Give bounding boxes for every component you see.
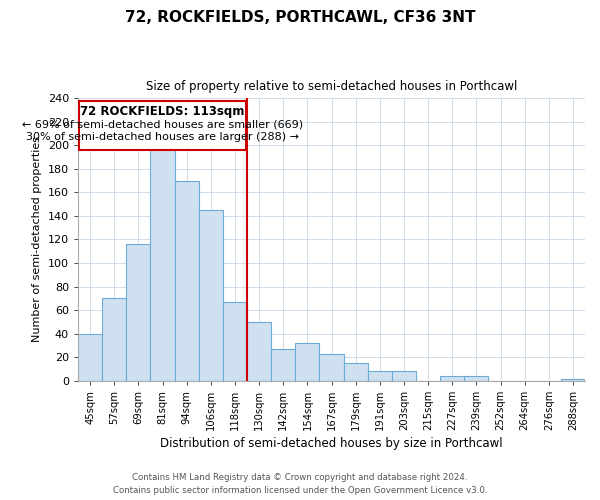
Bar	[175, 180, 199, 380]
Bar	[295, 343, 319, 380]
Bar	[102, 298, 127, 380]
Bar	[271, 349, 295, 380]
Bar	[78, 334, 102, 380]
Bar	[344, 363, 368, 380]
Bar	[151, 149, 175, 380]
Bar	[392, 371, 416, 380]
Bar	[223, 302, 247, 380]
Bar	[440, 376, 464, 380]
Bar	[464, 376, 488, 380]
Text: ← 69% of semi-detached houses are smaller (669): ← 69% of semi-detached houses are smalle…	[22, 119, 303, 129]
Bar	[368, 371, 392, 380]
Bar	[247, 322, 271, 380]
Text: Contains HM Land Registry data © Crown copyright and database right 2024.
Contai: Contains HM Land Registry data © Crown c…	[113, 474, 487, 495]
Text: 72, ROCKFIELDS, PORTHCAWL, CF36 3NT: 72, ROCKFIELDS, PORTHCAWL, CF36 3NT	[125, 10, 475, 25]
Bar	[199, 210, 223, 380]
Y-axis label: Number of semi-detached properties: Number of semi-detached properties	[32, 136, 42, 342]
Bar	[127, 244, 151, 380]
Bar	[319, 354, 344, 380]
X-axis label: Distribution of semi-detached houses by size in Porthcawl: Distribution of semi-detached houses by …	[160, 437, 503, 450]
Text: 30% of semi-detached houses are larger (288) →: 30% of semi-detached houses are larger (…	[26, 132, 299, 142]
Text: 72 ROCKFIELDS: 113sqm: 72 ROCKFIELDS: 113sqm	[80, 105, 245, 118]
Title: Size of property relative to semi-detached houses in Porthcawl: Size of property relative to semi-detach…	[146, 80, 517, 93]
FancyBboxPatch shape	[79, 100, 246, 150]
